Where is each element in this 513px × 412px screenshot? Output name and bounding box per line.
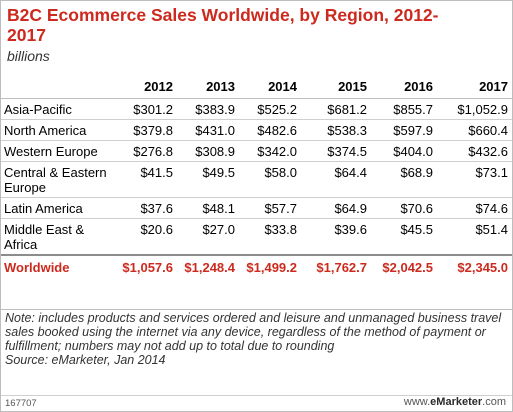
value-cell: $660.4 [468, 123, 508, 138]
value-cell: $39.6 [334, 222, 367, 237]
value-cell: $383.9 [195, 102, 235, 117]
column-header-2014: 2014 [268, 79, 297, 94]
brand-name: eMarketer [430, 396, 483, 408]
footer-divider [1, 395, 512, 396]
chart-title: B2C Ecommerce Sales Worldwide, by Region… [7, 5, 439, 45]
row-label: Middle East & Africa [4, 222, 85, 252]
value-cell: $525.2 [257, 102, 297, 117]
total-value-cell: $1,248.4 [177, 254, 239, 278]
notes-divider [1, 309, 512, 310]
value-cell: $1,052.9 [457, 102, 508, 117]
value-cell: $681.2 [327, 102, 367, 117]
table-row: Central & Eastern Europe $41.5 $49.5 $58.0 $… [1, 161, 512, 198]
value-cell: $301.2 [133, 102, 173, 117]
table-row: North America $379.8 $431.0 $482.6 $538.3 $59… [1, 119, 512, 141]
value-cell: $33.8 [264, 222, 297, 237]
row-label: Western Europe [4, 144, 98, 159]
value-cell: $308.9 [195, 144, 235, 159]
column-header-2013: 2013 [206, 79, 235, 94]
table-row: Asia-Pacific $301.2 $383.9 $525.2 $681.2 $855… [1, 98, 512, 120]
value-cell: $855.7 [393, 102, 433, 117]
column-header-2016: 2016 [404, 79, 433, 94]
table-row: Middle East & Africa $20.6 $27.0 $33.8 $39.6… [1, 218, 512, 256]
total-label: Worldwide [1, 254, 119, 278]
value-cell: $538.3 [327, 123, 367, 138]
value-cell: $73.1 [475, 165, 508, 180]
total-value-cell: $1,499.2 [239, 254, 301, 278]
brand-logo: www.eMarketer.com [404, 396, 506, 408]
value-cell: $64.9 [334, 201, 367, 216]
total-value-cell: $1,762.7 [301, 254, 371, 278]
value-cell: $74.6 [475, 201, 508, 216]
value-cell: $597.9 [393, 123, 433, 138]
row-label: Central & Eastern Europe [4, 165, 107, 195]
value-cell: $48.1 [202, 201, 235, 216]
value-cell: $57.7 [264, 201, 297, 216]
header-row: 2012 2013 2014 2015 2016 2017 [1, 75, 512, 99]
row-label: Asia-Pacific [4, 102, 72, 117]
chart-subtitle: billions [7, 48, 50, 64]
value-cell: $37.6 [140, 201, 173, 216]
value-cell: $49.5 [202, 165, 235, 180]
value-cell: $45.5 [400, 222, 433, 237]
note-text: Note: includes products and services ord… [5, 311, 502, 353]
column-header-2012: 2012 [144, 79, 173, 94]
notes-block: Note: includes products and services ord… [5, 311, 505, 367]
value-cell: $431.0 [195, 123, 235, 138]
value-cell: $276.8 [133, 144, 173, 159]
value-cell: $70.6 [400, 201, 433, 216]
value-cell: $374.5 [327, 144, 367, 159]
table-row: Latin America $37.6 $48.1 $57.7 $64.9 $70.6 $7… [1, 197, 512, 219]
header-corner [1, 75, 119, 99]
table-body: Asia-Pacific $301.2 $383.9 $525.2 $681.2 $855… [1, 98, 512, 256]
value-cell: $64.4 [334, 165, 367, 180]
value-cell: $41.5 [140, 165, 173, 180]
value-cell: $27.0 [202, 222, 235, 237]
total-value-cell: $2,042.5 [371, 254, 437, 278]
value-cell: $482.6 [257, 123, 297, 138]
total-row: Worldwide $1,057.6 $1,248.4 $1,499.2 $1,762.… [1, 254, 512, 278]
value-cell: $68.9 [400, 165, 433, 180]
brand-suffix: .com [482, 396, 506, 408]
brand-prefix: www. [403, 396, 431, 408]
row-label: North America [4, 123, 87, 138]
row-label: Latin America [4, 201, 83, 216]
source-text: Source: eMarketer, Jan 2014 [5, 353, 166, 367]
value-cell: $58.0 [264, 165, 297, 180]
value-cell: $432.6 [468, 144, 508, 159]
value-cell: $51.4 [475, 222, 508, 237]
table-row: Western Europe $276.8 $308.9 $342.0 $374.5 $4… [1, 140, 512, 162]
column-header-2017: 2017 [479, 79, 508, 94]
value-cell: $342.0 [257, 144, 297, 159]
total-value-cell: $2,345.0 [437, 254, 512, 278]
data-table: 2012 2013 2014 2015 2016 2017 Asia-Pacific $30… [1, 75, 512, 278]
value-cell: $20.6 [140, 222, 173, 237]
value-cell: $379.8 [133, 123, 173, 138]
column-header-2015: 2015 [338, 79, 367, 94]
chart-code: 167707 [5, 398, 37, 409]
value-cell: $404.0 [393, 144, 433, 159]
total-value-cell: $1,057.6 [119, 254, 177, 278]
